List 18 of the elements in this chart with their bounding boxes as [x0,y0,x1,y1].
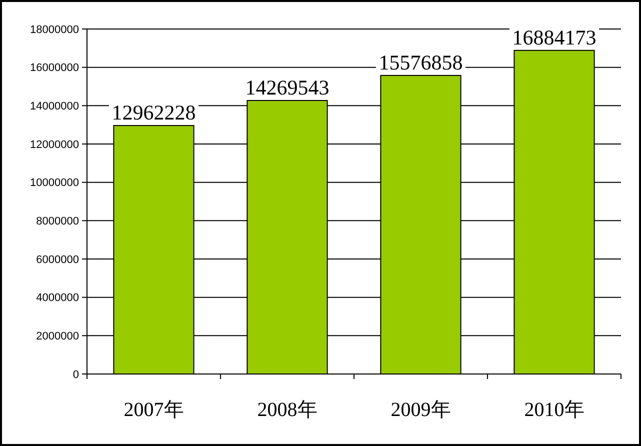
x-tick-label: 2010年 [524,399,584,421]
data-label: 12962228 [112,100,196,125]
y-tick-label: 12000000 [30,138,79,151]
x-tick-label: 2009年 [390,399,451,421]
data-label: 16884173 [512,25,596,50]
y-tick-label: 18000000 [30,24,79,36]
y-tick-label: 14000000 [30,100,79,113]
y-tick-label: 2000000 [36,330,79,343]
y-tick-label: 0 [72,368,79,381]
x-tick-label: 2007年 [124,399,184,421]
y-tick-label: 4000000 [36,292,79,304]
data-label: 15576858 [378,50,463,74]
y-tick-label: 6000000 [36,254,79,266]
y-tick-label: 16000000 [30,62,79,74]
x-tick-label: 2008年 [257,399,318,421]
data-label: 14269543 [245,76,330,100]
y-tick-label: 8000000 [36,216,79,228]
y-tick-label: 10000000 [30,177,79,190]
